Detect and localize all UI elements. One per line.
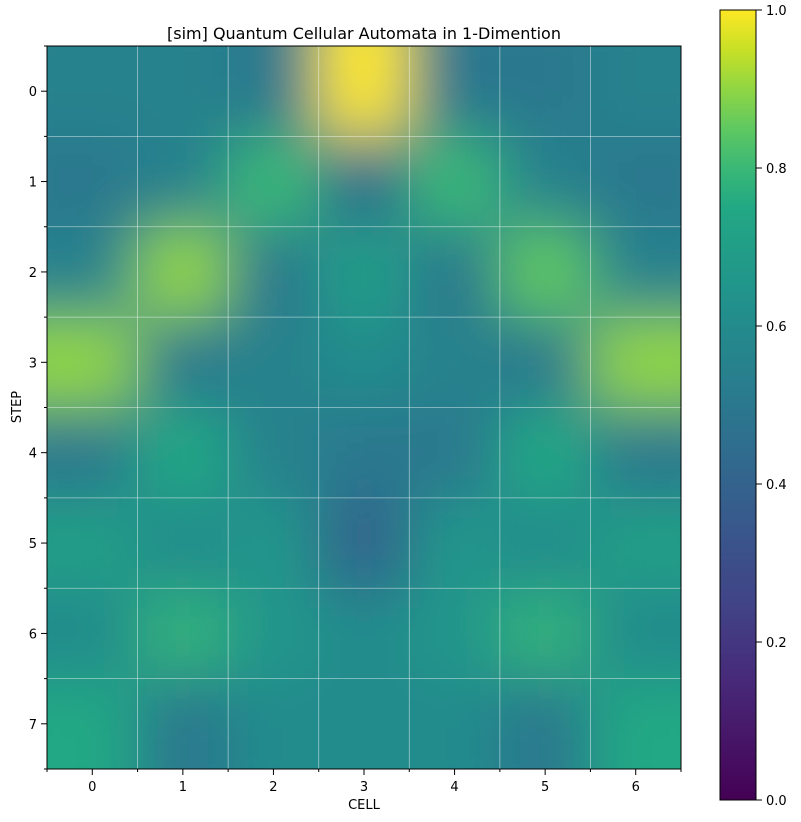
heatmap-cell: [228, 497, 320, 590]
heatmap-cell: [318, 226, 411, 319]
heatmap-cell: [137, 678, 230, 769]
y-tick-label: 5: [29, 537, 37, 552]
x-tick-label: 3: [360, 780, 368, 795]
colorbar-tick-label: 1.0: [766, 4, 787, 19]
heatmap-cell: [409, 588, 501, 680]
heatmap-cell: [499, 588, 592, 680]
x-tick-label: 2: [269, 780, 277, 795]
heatmap-cell: [499, 317, 592, 409]
heatmap-cell: [228, 136, 320, 228]
heatmap-cell: [137, 588, 230, 680]
y-axis-label: STEP: [10, 391, 25, 423]
gridlines: [47, 46, 681, 769]
colorbar-tick-label: 0.8: [766, 162, 787, 177]
heatmap-cell: [228, 678, 320, 769]
heatmap-cell: [228, 407, 320, 499]
heatmap-cell: [228, 588, 320, 680]
y-tick-label: 7: [29, 718, 37, 733]
y-tick-label: 4: [29, 447, 37, 462]
heatmap-cell: [409, 136, 501, 228]
heatmap-cell: [590, 317, 681, 409]
colorbar-gradient: [719, 9, 757, 801]
heatmap-cell: [590, 46, 681, 138]
heatmap-cell: [409, 407, 501, 499]
colorbar-tick-label: 0.0: [766, 794, 787, 809]
heatmap-cell: [137, 317, 230, 409]
heatmap-cell: [228, 226, 320, 319]
heatmap-cell: [137, 226, 230, 319]
heatmap-cell: [499, 46, 592, 138]
y-tick-label: 6: [29, 627, 37, 642]
heatmap-cell: [137, 46, 230, 138]
heatmap-cell: [499, 136, 592, 228]
colorbar-tick-label: 0.4: [766, 478, 787, 493]
heatmap-cell: [137, 407, 230, 499]
heatmap-cell: [590, 136, 681, 228]
heatmap-cell: [47, 588, 139, 680]
x-tick-label: 1: [179, 780, 187, 795]
colorbar: 0.0 0.2 0.4 0.6 0.8 1.0: [719, 4, 787, 809]
heatmap-cell: [318, 317, 411, 409]
heatmap-cell: [409, 678, 501, 769]
heatmap-cell: [318, 136, 411, 228]
heatmap-cell: [47, 678, 139, 769]
y-axis: 0 1 2 3 4 5 6 7: [29, 45, 47, 770]
heatmap-cell: [47, 46, 139, 138]
heatmap-cell: [318, 588, 411, 680]
heatmap-cell: [409, 46, 501, 138]
colorbar-tick-label: 0.6: [766, 320, 787, 335]
heatmap-cell: [137, 136, 230, 228]
x-tick-label: 6: [632, 780, 640, 795]
heatmap-cell: [318, 497, 411, 590]
heatmap-cell: [590, 407, 681, 499]
y-tick-label: 1: [29, 176, 37, 191]
heatmap-cell: [318, 407, 411, 499]
chart-title: [sim] Quantum Cellular Automata in 1-Dim…: [167, 24, 561, 43]
x-tick-label: 5: [541, 780, 549, 795]
heatmap-cell: [590, 588, 681, 680]
heatmap-cell: [228, 317, 320, 409]
heatmap-cell: [47, 317, 139, 409]
y-tick-label: 3: [29, 356, 37, 371]
heatmap-cell: [47, 136, 139, 228]
y-tick-label: 2: [29, 266, 37, 281]
heatmap-cell: [409, 226, 501, 319]
plot-area: [47, 46, 681, 769]
heatmap-cell: [409, 497, 501, 590]
heatmap-cell: [47, 226, 139, 319]
heatmap-cell: [499, 226, 592, 319]
heatmap-cell: [318, 678, 411, 769]
heatmap-cell: [590, 678, 681, 769]
y-tick-label: 0: [29, 85, 37, 100]
heatmap-cell: [47, 497, 139, 590]
x-tick-label: 4: [450, 780, 458, 795]
heatmap-cell: [47, 407, 139, 499]
heatmap-cell: [499, 497, 592, 590]
heatmap-cell: [499, 407, 592, 499]
x-tick-label: 0: [88, 780, 96, 795]
heatmap-cell: [499, 678, 592, 769]
heatmap-cell: [590, 226, 681, 319]
heatmap-cell: [318, 46, 411, 138]
colorbar-tick-label: 0.2: [766, 636, 787, 651]
heatmap-cell: [228, 46, 320, 138]
x-axis-label: CELL: [348, 798, 381, 813]
x-axis: 0 1 2 3 4 5 6: [46, 769, 682, 795]
heatmap-cell: [590, 497, 681, 590]
heatmap-cell: [137, 497, 230, 590]
heatmap-cell: [409, 317, 501, 409]
